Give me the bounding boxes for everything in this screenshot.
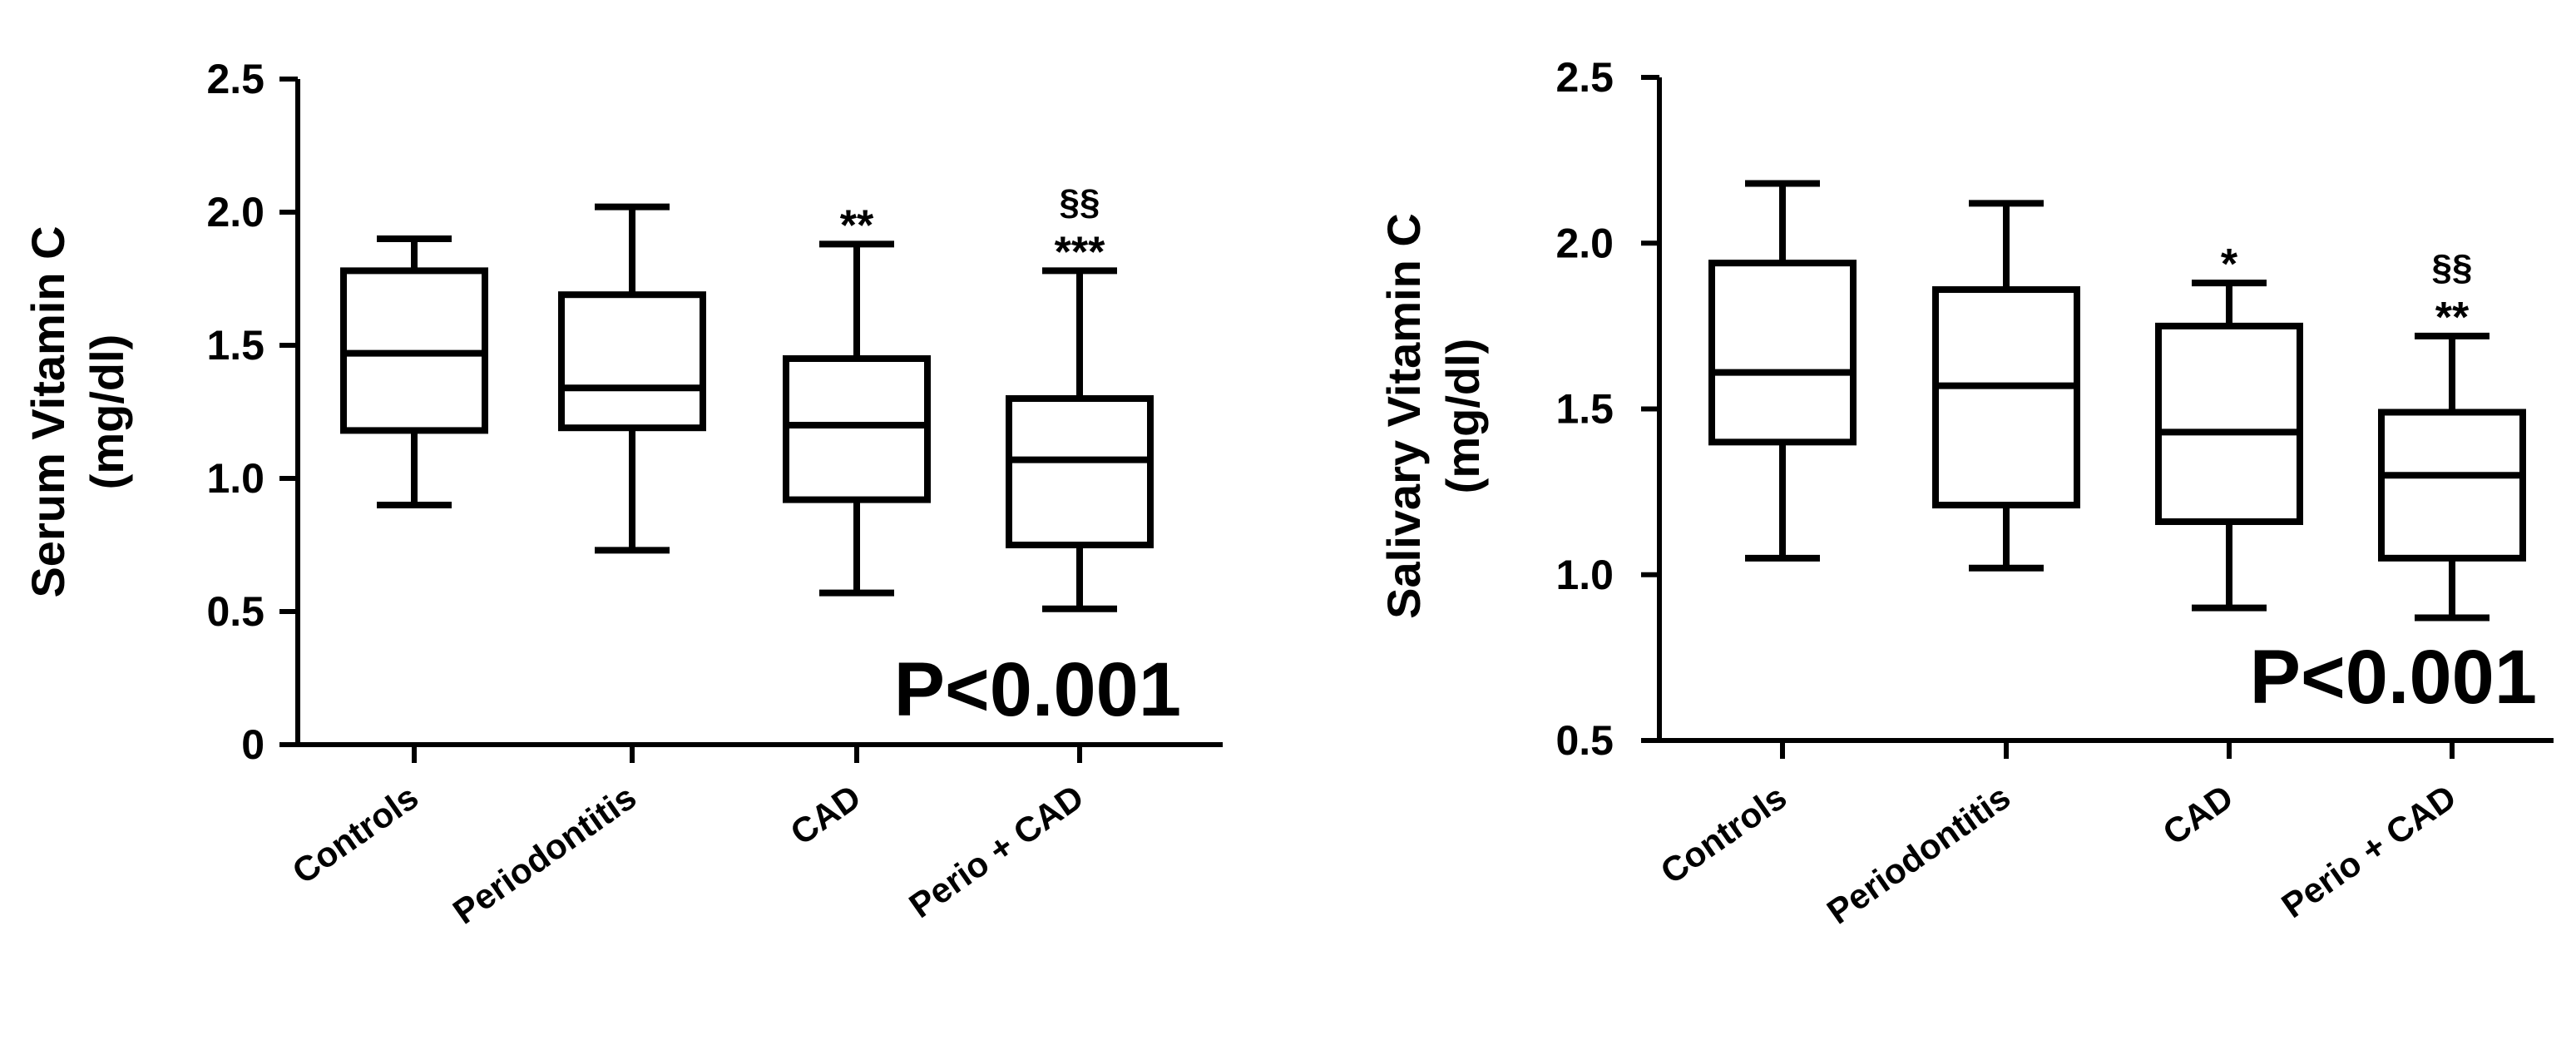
x-category-label: Perio + CAD bbox=[902, 777, 1090, 925]
y-tick-label: 2.5 bbox=[206, 56, 265, 102]
significance-mark: * bbox=[2221, 240, 2238, 289]
y-axis-label: Serum Vitamin C bbox=[22, 225, 74, 597]
y-axis-unit-label: (mg/dl) bbox=[1436, 339, 1489, 494]
iqr-box bbox=[1708, 260, 1857, 446]
significance-mark: *** bbox=[1055, 228, 1105, 276]
iqr-box bbox=[558, 291, 706, 432]
x-category-label: Periodontitis bbox=[446, 777, 643, 932]
box-2 bbox=[1932, 200, 2080, 572]
y-axis-label: Salivary Vitamin C bbox=[1377, 213, 1430, 619]
p-value-annotation: P<0.001 bbox=[2250, 635, 2537, 720]
y-tick-label: 2.5 bbox=[1555, 54, 1614, 101]
iqr-box bbox=[1932, 286, 2080, 509]
group-significance-mark: §§ bbox=[1060, 181, 1100, 222]
chart-panel-1: 0 0.5 1.0 1.5 2.0 2.5 Serum Vitamin C (mg/dl) Co… bbox=[22, 56, 1223, 932]
y-tick-label: 1.5 bbox=[1555, 386, 1614, 433]
y-tick-label: 1.5 bbox=[206, 322, 265, 369]
y-tick-label: 0.5 bbox=[206, 588, 265, 635]
y-tick-label: 2.0 bbox=[1555, 220, 1614, 266]
box-2 bbox=[558, 203, 706, 554]
chart-panel-2: 0.5 1.0 1.5 2.0 2.5 Salivary Vitamin C (mg/dl)… bbox=[1377, 54, 2554, 932]
iqr-box bbox=[1006, 395, 1154, 548]
box-1 bbox=[340, 235, 488, 508]
x-category-label: Perio + CAD bbox=[2274, 777, 2463, 925]
x-category-label: Controls bbox=[285, 777, 425, 892]
x-category-label: CAD bbox=[2156, 777, 2241, 853]
iqr-box bbox=[2155, 322, 2303, 525]
box-1 bbox=[1708, 180, 1857, 562]
y-axis-unit-label: (mg/dl) bbox=[81, 334, 133, 490]
y-tick-label: 2.0 bbox=[206, 189, 265, 235]
iqr-box bbox=[2378, 409, 2526, 562]
group-significance-mark: §§ bbox=[2432, 247, 2473, 288]
box-4: *** §§ bbox=[1006, 181, 1154, 612]
y-tick-label: 0.5 bbox=[1555, 717, 1614, 764]
box-3: ** bbox=[783, 201, 931, 597]
p-value-annotation: P<0.001 bbox=[894, 647, 1181, 732]
x-category-label: Controls bbox=[1654, 777, 1793, 892]
box-4: ** §§ bbox=[2378, 247, 2526, 622]
significance-mark: ** bbox=[2435, 294, 2470, 342]
y-tick-label: 1.0 bbox=[206, 455, 265, 502]
box-3: * bbox=[2155, 240, 2303, 612]
x-category-label: CAD bbox=[784, 777, 868, 853]
iqr-box bbox=[783, 355, 931, 503]
significance-mark: ** bbox=[840, 201, 874, 250]
y-tick-label: 1.0 bbox=[1555, 552, 1614, 598]
x-category-label: Periodontitis bbox=[1820, 777, 2017, 932]
y-tick-label: 0 bbox=[241, 721, 265, 768]
